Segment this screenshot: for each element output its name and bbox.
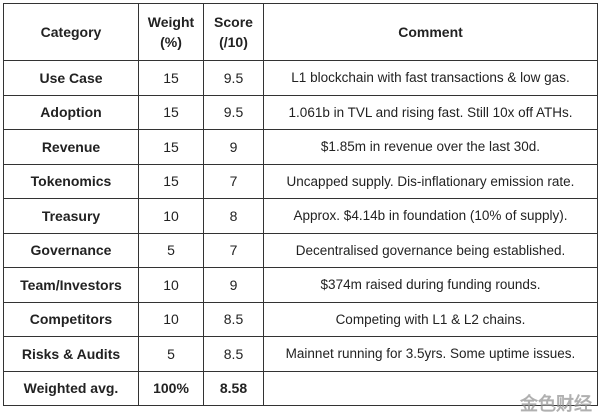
table-body: Use Case 15 9.5 L1 blockchain with fast tra… bbox=[3, 60, 598, 406]
score-cell: 8.58 bbox=[203, 370, 264, 406]
score-table: Category Weight (%) Score (/10) Comment Use… bbox=[3, 3, 598, 406]
header-cell: Category bbox=[3, 3, 139, 61]
category-cell: Tokenomics bbox=[3, 163, 139, 199]
score-cell: 8.5 bbox=[203, 336, 264, 372]
table-row: Treasury 10 8 Approx. $4.14b in foundation … bbox=[3, 198, 598, 234]
comment-cell: $374m raised during funding rounds. bbox=[263, 267, 598, 303]
category-cell: Treasury bbox=[3, 198, 139, 234]
comment-cell: 1.061b in TVL and rising fast. Still 10x… bbox=[263, 94, 598, 130]
table-row: Team/Investors 10 9 $374m raised during fun… bbox=[3, 267, 598, 303]
footer-row: Weighted avg. 100% 8.58 bbox=[3, 370, 598, 406]
table-row: Tokenomics 15 7 Uncapped supply. Dis-inflat… bbox=[3, 163, 598, 199]
score-cell: 9 bbox=[203, 129, 264, 165]
comment-cell: Mainnet running for 3.5yrs. Some uptime … bbox=[263, 336, 598, 372]
category-cell: Governance bbox=[3, 232, 139, 268]
category-cell: Use Case bbox=[3, 60, 139, 96]
category-cell: Revenue bbox=[3, 129, 139, 165]
category-cell: Risks & Audits bbox=[3, 336, 139, 372]
weight-cell: 15 bbox=[138, 94, 204, 130]
weight-cell: 15 bbox=[138, 60, 204, 96]
weight-cell: 10 bbox=[138, 267, 204, 303]
weight-cell: 10 bbox=[138, 198, 204, 234]
comment-cell: Approx. $4.14b in foundation (10% of sup… bbox=[263, 198, 598, 234]
table-row: Adoption 15 9.5 1.061b in TVL and rising fa… bbox=[3, 94, 598, 130]
score-cell: 8.5 bbox=[203, 301, 264, 337]
score-cell: 9.5 bbox=[203, 60, 264, 96]
empty-cell bbox=[263, 370, 598, 406]
category-cell: Adoption bbox=[3, 94, 139, 130]
header-row: Category Weight (%) Score (/10) Comment bbox=[3, 3, 598, 61]
weight-cell: 100% bbox=[138, 370, 204, 406]
header-cell: Comment bbox=[263, 3, 598, 61]
header-cell: Score (/10) bbox=[203, 3, 264, 61]
score-cell: 9 bbox=[203, 267, 264, 303]
table-row: Competitors 10 8.5 Competing with L1 & L2 c… bbox=[3, 301, 598, 337]
comment-cell: L1 blockchain with fast transactions & l… bbox=[263, 60, 598, 96]
score-cell: 7 bbox=[203, 232, 264, 268]
table-row: Risks & Audits 5 8.5 Mainnet running for 3.… bbox=[3, 336, 598, 372]
weight-cell: 10 bbox=[138, 301, 204, 337]
watermark: 金色财经 bbox=[520, 394, 592, 414]
category-cell: Weighted avg. bbox=[3, 370, 139, 406]
score-cell: 8 bbox=[203, 198, 264, 234]
comment-cell: $1.85m in revenue over the last 30d. bbox=[263, 129, 598, 165]
table-row: Governance 5 7 Decentralised governance bei… bbox=[3, 232, 598, 268]
category-cell: Competitors bbox=[3, 301, 139, 337]
comment-cell: Competing with L1 & L2 chains. bbox=[263, 301, 598, 337]
table-row: Revenue 15 9 $1.85m in revenue over the las… bbox=[3, 129, 598, 165]
score-cell: 9.5 bbox=[203, 94, 264, 130]
weight-cell: 5 bbox=[138, 336, 204, 372]
weight-cell: 15 bbox=[138, 163, 204, 199]
weight-cell: 5 bbox=[138, 232, 204, 268]
weight-cell: 15 bbox=[138, 129, 204, 165]
comment-cell: Uncapped supply. Dis-inflationary emissi… bbox=[263, 163, 598, 199]
table-row: Use Case 15 9.5 L1 blockchain with fast tra… bbox=[3, 60, 598, 96]
comment-cell: Decentralised governance being establish… bbox=[263, 232, 598, 268]
score-cell: 7 bbox=[203, 163, 264, 199]
header-cell: Weight (%) bbox=[138, 3, 204, 61]
category-cell: Team/Investors bbox=[3, 267, 139, 303]
